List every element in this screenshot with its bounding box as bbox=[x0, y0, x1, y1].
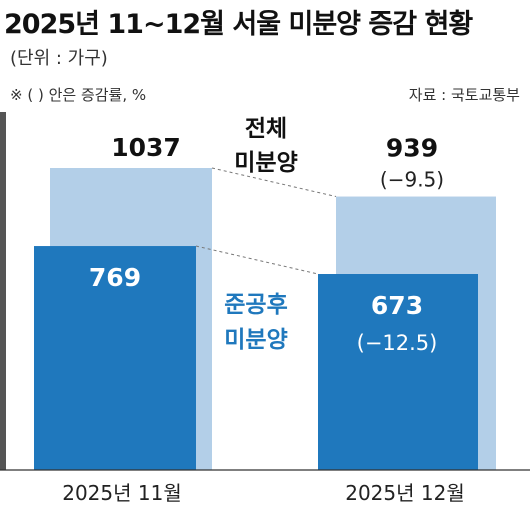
value-label-completed-2: 673 bbox=[371, 291, 423, 320]
change-label-completed-2: (−12.5) bbox=[357, 331, 438, 355]
connector-completed bbox=[195, 245, 319, 275]
series-label-total-line2: 미분양 bbox=[234, 150, 297, 176]
unit-label: (단위 : 가구) bbox=[10, 48, 108, 69]
note-label: ※ ( ) 안은 증감률, % bbox=[10, 86, 147, 104]
source-label: 자료 : 국토교통부 bbox=[408, 86, 520, 104]
change-label-total-2: (−9.5) bbox=[380, 168, 444, 192]
value-label-total-2: 939 bbox=[386, 134, 438, 163]
bar-completed-2 bbox=[318, 274, 478, 470]
x-tick-label-1: 2025년 11월 bbox=[62, 481, 182, 505]
value-label-completed-1: 769 bbox=[89, 263, 141, 292]
series-label-completed-line1: 준공후 bbox=[224, 292, 287, 318]
decorative-side-bar bbox=[0, 112, 6, 470]
series-label-completed-line2: 미분양 bbox=[224, 327, 287, 353]
value-label-total-1: 1037 bbox=[111, 133, 181, 162]
x-tick-label-2: 2025년 12월 bbox=[345, 481, 465, 505]
chart-title: 2025년 11~12월 서울 미분양 증감 현황 bbox=[4, 9, 473, 40]
series-label-total-line1: 전체 bbox=[245, 116, 287, 142]
bar-completed-1 bbox=[34, 246, 196, 470]
